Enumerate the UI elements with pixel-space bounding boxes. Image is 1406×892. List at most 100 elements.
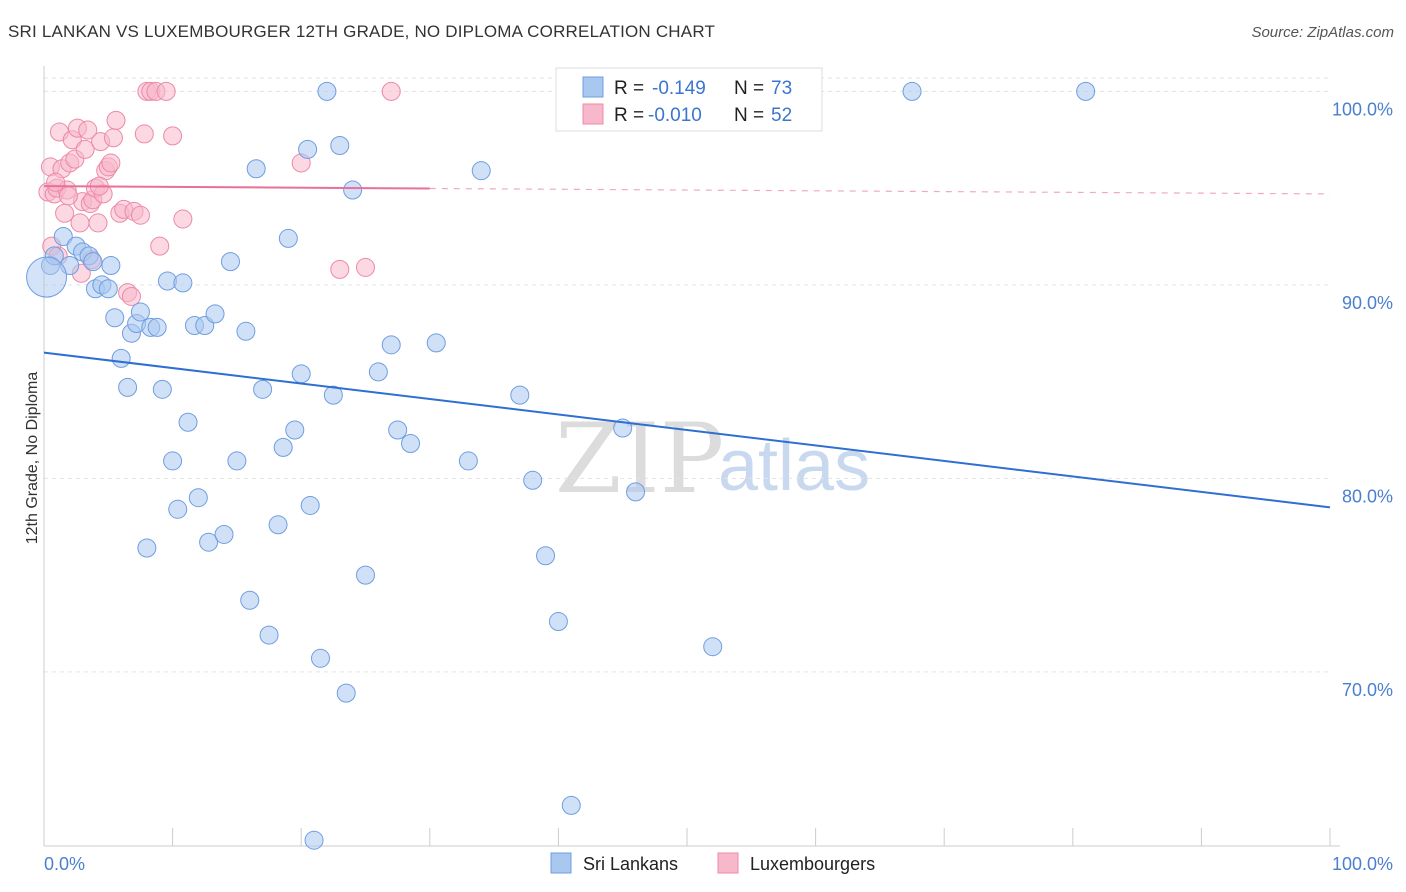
sri-lankan-point (26, 256, 68, 298)
sri-lankan-point (259, 625, 279, 645)
trend-lines (43, 185, 1331, 509)
sri-lankan-point (268, 515, 288, 535)
legend-n-label-1: N = (734, 78, 764, 99)
sri-lankan-point (101, 256, 121, 275)
sri-lankan-point (1076, 81, 1096, 101)
sri-lankan-point (458, 451, 478, 471)
sri-lankan-point (368, 362, 388, 382)
y-tick-label: 90.0% (1342, 293, 1393, 313)
sri-lankan-point (298, 139, 318, 159)
sri-lankan-point (105, 308, 125, 328)
sri-lankan-point (323, 385, 343, 405)
sri-lankan-point (285, 420, 305, 440)
bottom-legend-swatch-pink (717, 852, 739, 874)
sri-lankan-point (188, 488, 208, 508)
sri-lankan-point (199, 532, 219, 552)
sri-lankan-point (83, 252, 103, 272)
sri-lankan-point (336, 683, 356, 703)
legend-r-value-1: -0.149 (652, 78, 706, 99)
sri-lankan-point (300, 495, 320, 515)
sri-lankan-point (168, 499, 188, 519)
y-axis-label: 12th Grade, No Diploma (24, 372, 41, 545)
sri-lankan-point (471, 161, 491, 181)
sri-lankan-point (291, 364, 311, 384)
legend-swatch-blue (582, 76, 604, 98)
sri-lankan-point (236, 321, 256, 341)
luxembourger-trend-line-dashed (429, 187, 1331, 195)
sri-lankan-point (205, 304, 225, 324)
legend-n-value-2: 52 (771, 105, 792, 126)
sri-lankan-point (626, 482, 646, 502)
luxembourger-trend-line (43, 185, 430, 190)
sri-lankan-point (246, 159, 266, 179)
chart-title: SRI LANKAN VS LUXEMBOURGER 12TH GRADE, N… (8, 22, 716, 41)
sri-lankan-point (317, 81, 337, 101)
sri-lankan-point (152, 379, 172, 399)
sri-lankan-point (426, 333, 446, 353)
x-tick-label-min: 0.0% (44, 854, 85, 874)
sri-lankan-point (401, 434, 421, 454)
sri-lankan-point (240, 590, 260, 610)
sri-lankan-point (343, 180, 363, 200)
legend-n-label-2: N = (734, 105, 764, 126)
luxembourger-point (75, 139, 95, 159)
sri-lankan-point (173, 273, 193, 293)
bottom-legend-sri-lankans: Sri Lankans (583, 854, 678, 874)
sri-lankan-point (523, 470, 543, 490)
sri-lankan-point (273, 437, 293, 457)
x-tick-label-max: 100.0% (1332, 854, 1393, 874)
sri-lankan-point (304, 830, 324, 850)
bottom-legend-swatch-blue (550, 852, 572, 874)
y-tick-label: 70.0% (1342, 680, 1393, 700)
sri-lankan-point (111, 348, 131, 368)
sri-lankan-point (137, 538, 157, 558)
luxembourger-point (150, 236, 170, 256)
legend-swatch-pink (582, 103, 604, 125)
sri-lankan-point (253, 379, 273, 399)
sri-lankan-point (356, 565, 375, 585)
sri-lankan-point (118, 377, 138, 397)
sri-lankan-points (26, 81, 1096, 850)
series-legend: Sri Lankans Luxembourgers (550, 852, 875, 874)
sri-lankan-trend-line (43, 351, 1331, 509)
sri-lankan-point (178, 412, 198, 432)
axes (43, 66, 1340, 847)
sri-lankan-point (147, 317, 167, 337)
luxembourger-point (381, 81, 401, 101)
luxembourger-point (101, 153, 121, 173)
source-label: Source: ZipAtlas.com (1251, 24, 1394, 41)
luxembourger-point (156, 81, 176, 101)
luxembourger-point (330, 259, 350, 279)
luxembourger-point (78, 120, 98, 140)
sri-lankan-point (548, 612, 568, 632)
sri-lankan-point (163, 451, 183, 471)
sri-lankan-point (130, 302, 150, 322)
y-tick-label: 100.0% (1332, 99, 1393, 119)
sri-lankan-point (330, 136, 350, 156)
sri-lankan-point (703, 637, 723, 657)
sri-lankan-point (381, 335, 401, 355)
luxembourger-point (173, 209, 193, 229)
luxembourger-point (121, 286, 141, 306)
legend-r-value-2: -0.010 (648, 105, 702, 126)
sri-lankan-point (214, 524, 234, 544)
sri-lankan-point (510, 385, 530, 405)
sri-lankan-point (227, 451, 247, 471)
luxembourger-point (58, 186, 78, 206)
legend-r-label-2: R = (614, 105, 644, 126)
luxembourger-point (163, 126, 183, 146)
y-tick-label: 80.0% (1342, 486, 1393, 506)
legend-r-label-1: R = (614, 78, 644, 99)
sri-lankan-point (98, 279, 118, 299)
sri-lankan-point (278, 228, 298, 248)
luxembourger-point (70, 213, 90, 233)
luxembourger-point (134, 124, 154, 144)
sri-lankan-point (53, 226, 73, 246)
luxembourger-point (356, 257, 375, 277)
sri-lankan-point (536, 546, 556, 566)
luxembourger-point (46, 172, 66, 192)
watermark-atlas: atlas (718, 426, 870, 506)
tick-labels: 100.0% 90.0% 80.0% 70.0% 0.0% 100.0% (44, 99, 1393, 874)
luxembourger-point (88, 213, 108, 233)
